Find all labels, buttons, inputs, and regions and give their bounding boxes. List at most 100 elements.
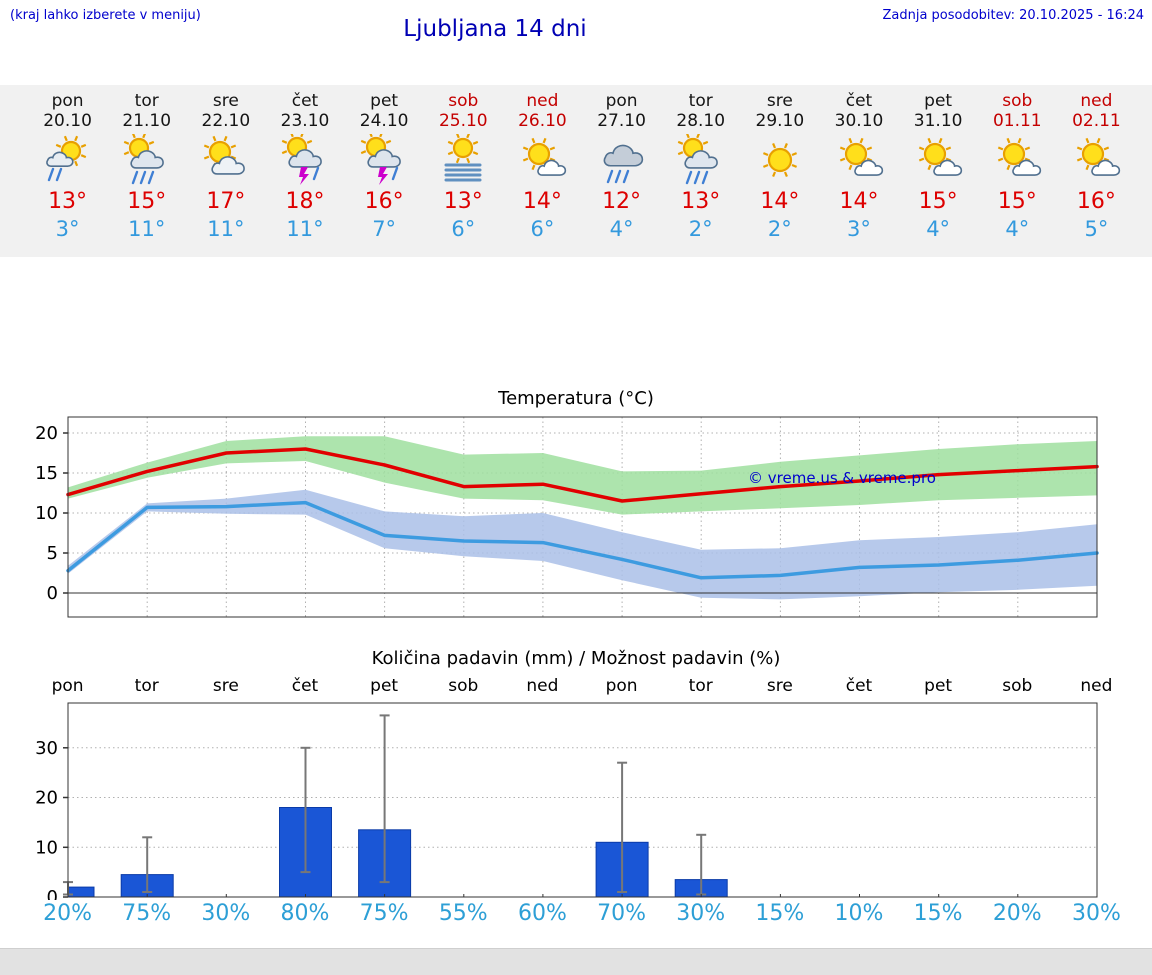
last-update-timestamp: Zadnja posodobitev: 20.10.2025 - 16:24 — [882, 8, 1144, 23]
precip-day-label: pon — [605, 676, 638, 696]
precip-day-label: pet — [924, 676, 953, 696]
precip-day-label: čet — [845, 676, 873, 696]
day-min-temp: 11° — [286, 217, 324, 242]
day-min-temp: 2° — [767, 217, 792, 242]
precip-probability-value: 75% — [359, 901, 409, 926]
precip-day-label: čet — [291, 676, 319, 696]
temperature-chart: 0 5 10 15 20 © vreme.us & vreme.pro — [35, 416, 1099, 618]
cloud-rain-icon — [592, 134, 652, 186]
precip-probability-value: 30% — [676, 901, 726, 926]
precip-probability-value: 75% — [122, 901, 172, 926]
day-name: ned — [526, 91, 559, 111]
day-column: čet 30.10 14° 3° — [819, 85, 898, 257]
day-max-temp: 14° — [839, 189, 879, 215]
day-name: sob — [1002, 91, 1033, 111]
day-column: ned 02.11 16° 5° — [1057, 85, 1136, 257]
day-name: čet — [291, 91, 319, 111]
precip-day-label: sre — [212, 676, 239, 696]
day-name: čet — [845, 91, 873, 111]
day-name: tor — [688, 91, 713, 111]
precip-probability-value: 70% — [597, 901, 647, 926]
precip-day-label: tor — [134, 676, 159, 696]
day-min-temp: 4° — [926, 217, 951, 242]
day-date: 26.10 — [518, 111, 567, 132]
precipitation-chart: 0 10 20 30 — [35, 702, 1098, 900]
day-max-temp: 14° — [522, 189, 562, 215]
day-date: 22.10 — [201, 111, 251, 132]
day-max-temp: 12° — [602, 189, 642, 215]
day-name: pon — [605, 91, 638, 111]
precip-probability-value: 30% — [201, 901, 251, 926]
svg-text:0: 0 — [47, 887, 58, 900]
day-column: sob 25.10 13° 6° — [424, 85, 503, 257]
day-min-temp: 4° — [609, 217, 634, 242]
day-min-temp: 5° — [1084, 217, 1109, 242]
sun-cloud-rain-icon — [117, 132, 177, 186]
precip-day-label: sob — [448, 676, 479, 696]
precip-day-label: sre — [766, 676, 793, 696]
day-date: 29.10 — [755, 111, 805, 132]
precip-probability-value: 15% — [755, 901, 805, 926]
precip-probability-value: 15% — [913, 901, 963, 926]
precip-probability-value: 10% — [834, 901, 884, 926]
svg-text:20: 20 — [35, 788, 58, 809]
svg-text:15: 15 — [35, 463, 58, 484]
precip-probability-value: 20% — [992, 901, 1042, 926]
sun-cloud-small-icon — [829, 134, 889, 186]
sun-cloud-storm-icon — [354, 131, 414, 186]
precipitation-chart-title: Količina padavin (mm) / Možnost padavin … — [371, 648, 781, 669]
day-column: pet 31.10 15° 4° — [899, 85, 978, 257]
precip-day-label: ned — [526, 676, 559, 696]
precip-day-label: pon — [51, 676, 84, 696]
precip-day-label: tor — [688, 676, 713, 696]
precip-probabilities: 20% 75% 30% 80% 75% 55% 60% 70% 30% 15% 10% 15% 20% 3… — [28, 901, 1136, 926]
day-max-temp: 16° — [364, 189, 404, 215]
page-title: Ljubljana 14 dni — [403, 16, 587, 42]
day-column: pon 27.10 12° 4° — [582, 85, 661, 257]
day-min-temp: 11° — [207, 217, 245, 242]
sun-rain-icon — [38, 134, 98, 186]
precip-day-label: sob — [1002, 676, 1033, 696]
day-max-temp: 13° — [681, 189, 721, 215]
sun-fog-icon — [433, 132, 493, 186]
day-column: pet 24.10 16° 7° — [345, 85, 424, 257]
precip-probability-value: 20% — [43, 901, 93, 926]
svg-text:5: 5 — [47, 543, 58, 564]
day-min-temp: 2° — [688, 217, 713, 242]
day-name: sre — [766, 91, 793, 111]
day-max-temp: 16° — [1076, 189, 1116, 215]
day-min-temp: 4° — [1005, 217, 1030, 242]
day-date: 24.10 — [359, 111, 409, 132]
menu-hint: (kraj lahko izberete v meniju) — [10, 8, 201, 23]
sun-cloud-small-icon — [908, 134, 968, 186]
svg-text:20: 20 — [35, 423, 58, 444]
day-name: pet — [370, 91, 399, 111]
day-column: sre 22.10 17° 11° — [186, 85, 265, 257]
day-date: 23.10 — [280, 111, 330, 132]
svg-text:30: 30 — [35, 738, 58, 759]
day-max-temp: 15° — [127, 189, 167, 215]
day-name: pon — [51, 91, 84, 111]
sun-cloud-small-icon — [1066, 134, 1126, 186]
precip-day-labels: pon tor sre čet pet sob ned pon tor sre čet pet sob n… — [28, 676, 1136, 696]
precip-probability-value: 80% — [280, 901, 330, 926]
day-date: 28.10 — [676, 111, 726, 132]
day-date: 25.10 — [438, 111, 488, 132]
forecast-strip: pon 20.10 13° 3° tor 21.10 15° 11° sre 22.10 17° 11… — [0, 85, 1152, 257]
precip-day-label: pet — [370, 676, 399, 696]
day-column: tor 28.10 13° 2° — [661, 85, 740, 257]
day-min-temp: 7° — [372, 217, 397, 242]
svg-text:0: 0 — [47, 583, 58, 604]
watermark: © vreme.us & vreme.pro — [748, 469, 936, 487]
precip-probability-value: 60% — [517, 901, 567, 926]
day-min-temp: 3° — [847, 217, 871, 242]
day-max-temp: 18° — [285, 189, 325, 215]
sun-cloud-storm-icon — [275, 131, 335, 186]
day-max-temp: 13° — [48, 189, 88, 215]
day-column: pon 20.10 13° 3° — [28, 85, 107, 257]
day-max-temp: 17° — [206, 189, 246, 215]
day-min-temp: 6° — [530, 217, 555, 242]
day-column: tor 21.10 15° 11° — [107, 85, 186, 257]
day-date: 21.10 — [122, 111, 172, 132]
day-date: 31.10 — [913, 111, 963, 132]
